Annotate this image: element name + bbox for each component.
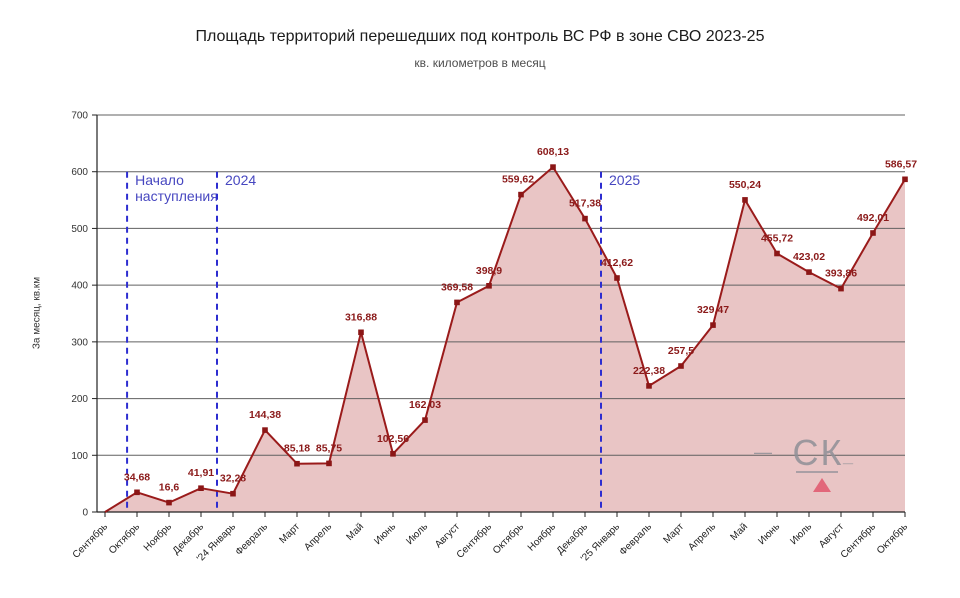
watermark-left-dash: —: [754, 442, 772, 462]
y-tick-label: 700: [71, 111, 88, 122]
data-point-label: 41,91: [188, 467, 214, 479]
data-point: [294, 460, 300, 467]
data-point-label: 102,56: [377, 433, 409, 445]
y-tick-label: 200: [71, 394, 88, 405]
data-point: [230, 490, 236, 497]
data-point-label: 412,62: [601, 257, 633, 269]
y-tick-label: 500: [71, 224, 88, 235]
data-point-label: 162,03: [409, 399, 441, 411]
area-fill: [105, 167, 905, 512]
data-point: [646, 383, 652, 389]
data-point: [774, 250, 780, 257]
x-tick-label: Ноябрь: [141, 521, 174, 554]
data-point: [198, 485, 204, 491]
data-point-label: 550,24: [729, 179, 761, 191]
x-tick-label: Ноябрь: [525, 521, 558, 554]
data-point-label: 316,88: [345, 311, 377, 323]
data-line: [104, 166, 906, 513]
data-point: [870, 230, 876, 236]
x-tick-label: Сентябрь: [838, 521, 878, 561]
watermark-text: СК: [793, 432, 844, 473]
y-tick-label: 300: [71, 337, 88, 348]
data-point: [390, 451, 396, 457]
data-point: [358, 329, 364, 336]
y-tick-label: 600: [71, 167, 88, 178]
data-point: [614, 275, 620, 281]
x-tick-label: Август: [817, 521, 846, 550]
x-tick-label: Февраль: [234, 521, 271, 558]
data-point-label: 608,13: [537, 146, 569, 158]
data-point-label: 393,86: [825, 268, 857, 280]
x-tick-label: Октябрь: [490, 521, 526, 557]
chart-subtitle: кв. километров в месяц: [414, 56, 546, 70]
data-point: [454, 299, 460, 306]
x-tick-label: Февраль: [618, 521, 655, 558]
data-point: [486, 283, 492, 289]
x-tick-label: Октябрь: [874, 521, 910, 557]
data-point: [422, 417, 428, 423]
data-point-label: 517,38: [569, 198, 601, 210]
data-point-label: 85,18: [284, 443, 310, 455]
watermark-underscore: _: [842, 446, 854, 466]
y-tick-label: 400: [71, 281, 88, 292]
data-point: [742, 197, 748, 203]
x-tick-label: Март: [661, 521, 686, 546]
data-point-label: 257,5: [668, 345, 694, 357]
data-point: [902, 176, 908, 183]
data-point-label: 455,72: [761, 233, 793, 245]
data-point: [838, 285, 844, 292]
data-point-label: 32,28: [220, 473, 246, 485]
data-point: [262, 427, 268, 433]
data-point: [326, 460, 332, 467]
data-point: [134, 489, 140, 496]
x-tick-label: Апрель: [686, 521, 718, 553]
annotation-label: 2025: [609, 172, 640, 188]
data-point: [582, 215, 588, 222]
x-tick-label: Март: [277, 521, 302, 546]
x-tick-label: Май: [344, 521, 366, 543]
data-point-label: 34,68: [124, 471, 150, 483]
data-point: [806, 269, 812, 275]
x-tick-label: Июль: [404, 521, 430, 547]
x-tick-label: Август: [433, 521, 462, 550]
data-point-label: 398,9: [476, 265, 502, 277]
data-point-label: 16,6: [159, 482, 180, 494]
data-point-label: 492,01: [857, 212, 889, 224]
y-tick-label: 0: [82, 508, 88, 519]
data-point-label: 144,38: [249, 409, 281, 421]
data-point-label: 559,62: [502, 174, 534, 186]
annotation-label: наступления: [135, 188, 218, 204]
chart-title: Площадь территорий перешедших под контро…: [195, 28, 765, 45]
x-tick-label: Июнь: [372, 521, 398, 547]
x-tick-label: Июль: [788, 521, 814, 547]
annotation-label: 2024: [225, 172, 256, 188]
data-point-label: 85,75: [316, 442, 342, 454]
x-tick-label: Май: [728, 521, 750, 543]
y-axis-title: За месяц, кв.км: [31, 276, 43, 350]
data-point: [518, 191, 524, 198]
x-tick-label: Июнь: [756, 521, 782, 547]
x-tick-label: Апрель: [302, 521, 334, 553]
data-point-label: 329,47: [697, 304, 729, 316]
y-tick-label: 100: [71, 451, 88, 462]
data-point: [678, 363, 684, 369]
data-point: [710, 322, 716, 328]
annotation-label: Начало: [135, 172, 184, 188]
watermark-underline: [796, 471, 838, 473]
x-tick-label: Сентябрь: [454, 521, 494, 561]
data-point: [166, 499, 172, 506]
data-point-label: 586,57: [885, 158, 917, 170]
x-tick-label: Сентябрь: [70, 521, 110, 561]
data-point-label: 369,58: [441, 281, 473, 293]
data-point-label: 423,02: [793, 251, 825, 263]
watermark-triangle: [813, 478, 831, 492]
data-point: [550, 164, 556, 170]
x-tick-label: Октябрь: [106, 521, 142, 557]
data-point-label: 222,38: [633, 365, 665, 377]
